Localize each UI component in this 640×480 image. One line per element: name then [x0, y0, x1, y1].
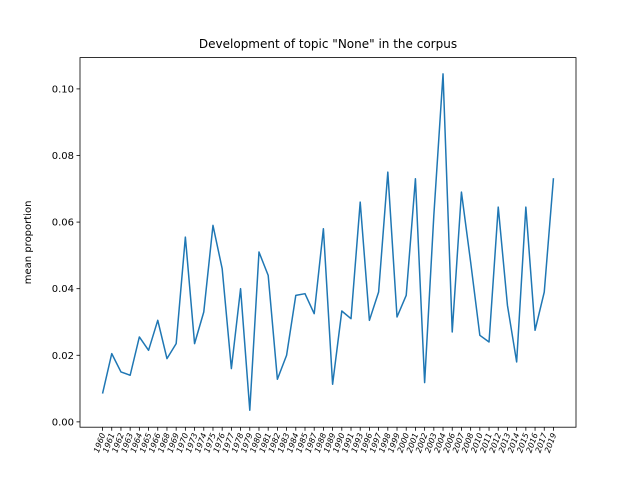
- y-tick-label: 0.00: [52, 417, 74, 428]
- y-tick-label: 0.08: [52, 151, 74, 162]
- line: [101, 73, 555, 411]
- y-tick-label: 0.04: [52, 284, 74, 295]
- y-axis-label: mean proportion: [23, 201, 34, 285]
- y-tick-label: 0.02: [52, 351, 74, 362]
- chart-title: Development of topic "None" in the corpu…: [199, 37, 457, 51]
- axes-frame: [79, 57, 577, 428]
- y-tick-label: 0.06: [52, 218, 74, 229]
- y-tick-label: 0.10: [52, 84, 74, 95]
